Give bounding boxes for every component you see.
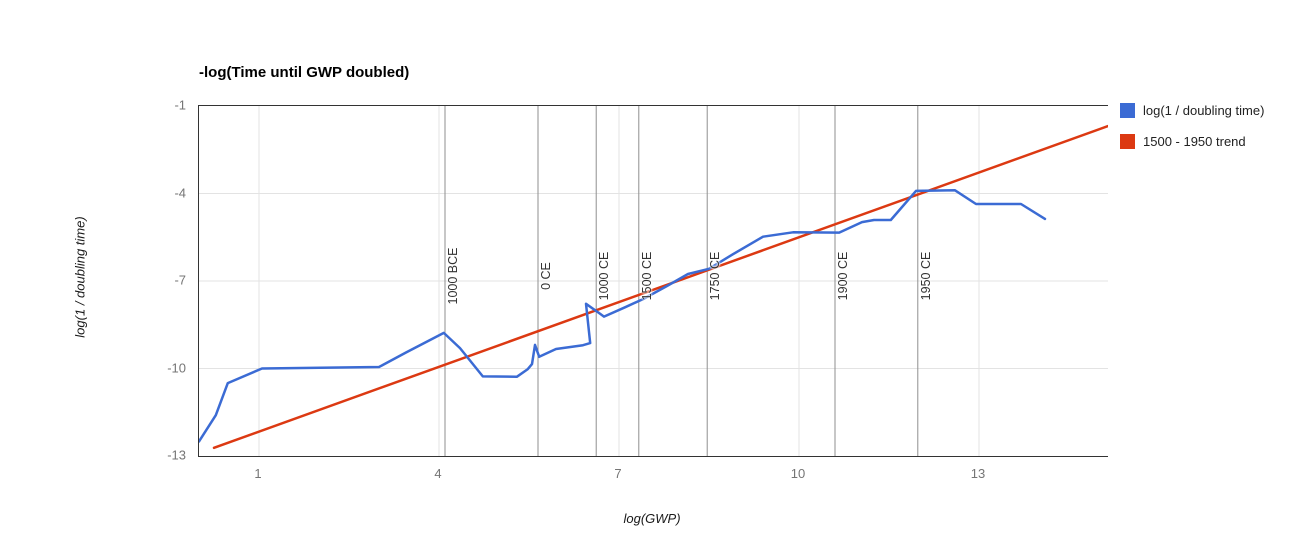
- x-tick-label: 13: [970, 466, 986, 481]
- y-tick-label: -1: [174, 97, 186, 113]
- x-tick-label: 7: [614, 466, 622, 481]
- trendline-1500-1950: [212, 124, 1108, 450]
- legend-item: 1500 - 1950 trend: [1120, 133, 1290, 151]
- annotation-label: 1500 CE: [639, 251, 654, 301]
- annotation-label: 1000 BCE: [446, 247, 460, 305]
- plot-area: [198, 105, 1108, 457]
- y-tick-label: -10: [167, 360, 186, 375]
- y-tick-label: -13: [167, 447, 186, 463]
- y-tick-label: -7: [174, 272, 186, 288]
- series-line-doubling-time: [199, 189, 1047, 443]
- y-tick-label: -4: [174, 185, 186, 200]
- x-axis-title: log(GWP): [623, 511, 681, 526]
- legend-label: 1500 - 1950 trend: [1143, 134, 1246, 149]
- chart-title: -log(Time until GWP doubled): [199, 64, 410, 81]
- legend: log(1 / doubling time) 1500 - 1950 trend: [1120, 102, 1290, 151]
- annotation-label: 0 CE: [539, 262, 553, 290]
- legend-swatch-icon: [1120, 134, 1135, 149]
- y-axis-title: log(1 / doubling time): [72, 216, 88, 338]
- annotation-label: 1000 CE: [597, 251, 612, 301]
- legend-label: log(1 / doubling time): [1143, 103, 1265, 118]
- legend-item: log(1 / doubling time): [1120, 102, 1290, 120]
- annotation-label: 1900 CE: [836, 251, 850, 301]
- x-tick-label: 4: [434, 466, 442, 481]
- x-tick-label: 1: [254, 466, 262, 481]
- chart-canvas: [199, 106, 1108, 456]
- legend-swatch-icon: [1120, 103, 1135, 118]
- annotation-label: 1950 CE: [918, 251, 933, 301]
- x-tick-label: 10: [790, 466, 806, 481]
- annotation-label: 1750 CE: [708, 251, 723, 301]
